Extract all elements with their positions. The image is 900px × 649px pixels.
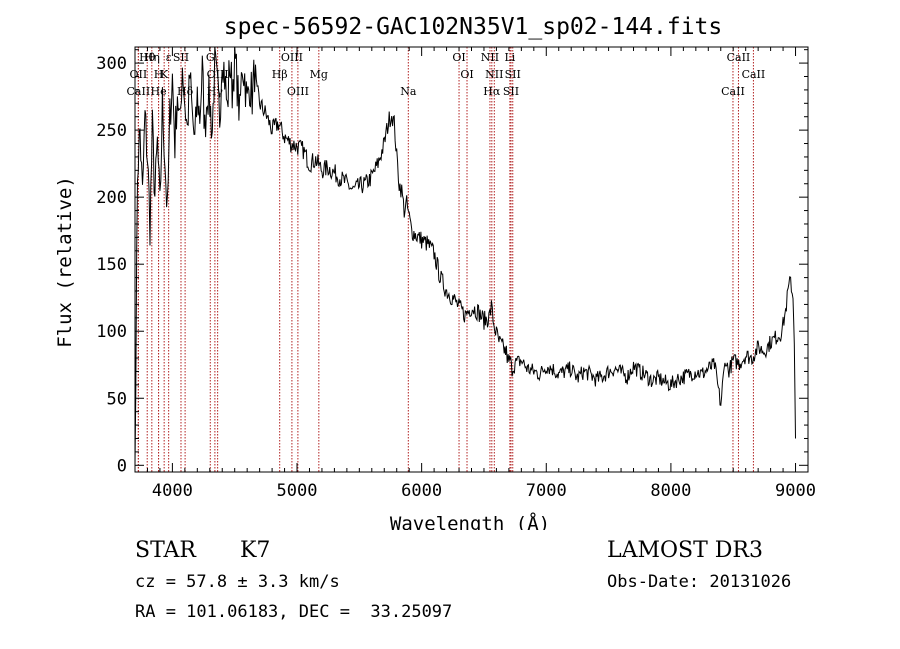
x-tick-label: 5000 xyxy=(277,481,318,501)
obs-date: Obs-Date: 20131026 xyxy=(607,572,792,592)
y-tick-label: 300 xyxy=(96,54,127,74)
line-label: CaII xyxy=(721,85,745,98)
line-label: OI xyxy=(452,51,465,64)
line-label: Hδ xyxy=(177,85,194,98)
spectral-line-markers xyxy=(137,47,754,472)
velocity-readout: cz = 57.8 ± 3.3 km/s xyxy=(135,572,340,592)
y-tick-label: 50 xyxy=(107,389,127,409)
line-label: SII xyxy=(503,85,519,98)
y-axis-label: Flux (relative) xyxy=(54,176,76,348)
line-label: NII xyxy=(481,51,499,64)
line-label: Hβ xyxy=(272,68,288,81)
line-label: OII xyxy=(130,68,148,81)
line-label: Hα xyxy=(483,85,501,98)
spectrum-chart: spec-56592-GAC102N35V1_sp02-144.fits 400… xyxy=(54,14,816,530)
coordinates-readout: RA = 101.06183, DEC = 33.25097 xyxy=(135,602,453,622)
line-label: He xyxy=(151,85,167,98)
x-tick-label: 8000 xyxy=(650,481,691,501)
line-label: Hη xyxy=(144,51,160,64)
line-label: OIII xyxy=(207,68,229,81)
line-label: Hθ xyxy=(139,51,156,64)
line-label: K xyxy=(160,68,169,81)
line-label: Hγ xyxy=(207,85,224,98)
line-label: CaII xyxy=(742,68,766,81)
line-label: G xyxy=(206,51,215,64)
line-label: CaII xyxy=(727,51,751,64)
y-tick-label: 100 xyxy=(96,322,127,342)
x-tick-label: 6000 xyxy=(401,481,442,501)
line-label: SII xyxy=(173,51,189,64)
survey-name: LAMOST DR3 xyxy=(607,538,763,563)
line-label: Mg xyxy=(310,68,328,81)
y-tick-label: 150 xyxy=(96,255,127,275)
flux-series xyxy=(134,46,796,466)
object-subclass: K7 xyxy=(240,538,271,563)
axes: 4000 5000 6000 7000 8000 9000 0 50 100 150 200 250 3… xyxy=(96,47,816,501)
y-tick-label: 200 xyxy=(96,188,127,208)
x-tick-label: 9000 xyxy=(775,481,816,501)
line-label: Na xyxy=(400,85,417,98)
line-label: NII xyxy=(485,68,503,81)
line-label: OIII xyxy=(287,85,309,98)
spectral-line-labels: HθOIICaIIHηHHeεKHδSIIOIIIHγGHβOIIIOIIIMg… xyxy=(127,51,766,98)
line-label: OI xyxy=(460,68,473,81)
line-label: OIII xyxy=(281,51,303,64)
plot-frame xyxy=(134,46,809,473)
flux-line xyxy=(134,46,796,466)
line-label: Li xyxy=(504,51,515,64)
line-label: H xyxy=(154,68,164,81)
x-axis-label: Wavelength (Å) xyxy=(390,512,550,530)
object-type: STAR xyxy=(135,538,196,563)
line-label: SII xyxy=(505,68,521,81)
x-tick-label: 7000 xyxy=(526,481,567,501)
chart-title: spec-56592-GAC102N35V1_sp02-144.fits xyxy=(224,14,723,40)
y-tick-label: 250 xyxy=(96,121,127,141)
line-label: CaII xyxy=(127,85,151,98)
x-tick-label: 4000 xyxy=(152,481,193,501)
line-label: ε xyxy=(166,51,172,64)
y-tick-label: 0 xyxy=(117,456,127,476)
